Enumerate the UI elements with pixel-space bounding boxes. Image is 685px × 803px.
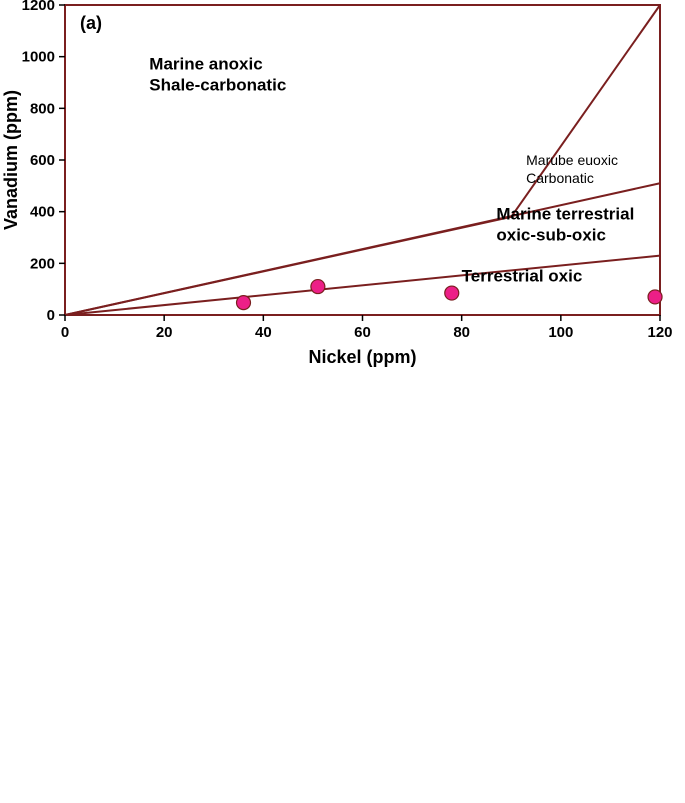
region-label: Shale-carbonatic (149, 76, 286, 95)
data-point (445, 286, 459, 300)
x-tick-label: 40 (255, 324, 272, 341)
panel-label: (a) (80, 13, 102, 33)
y-tick-label: 1000 (22, 49, 55, 66)
x-tick-label: 20 (156, 324, 173, 341)
chart-b-container: 0123450.10.20.30.40.50.60.70.80.91.0Tota… (0, 403, 685, 803)
data-point (648, 290, 662, 304)
region-label: Terrestrial oxic (462, 266, 583, 285)
region-label: oxic-sub-oxic (496, 225, 606, 244)
data-point (237, 296, 251, 310)
data-point (311, 280, 325, 294)
region-label: Marine terrestrial (496, 204, 634, 223)
y-tick-label: 600 (30, 152, 55, 169)
x-tick-label: 100 (548, 324, 573, 341)
y-tick-label: 400 (30, 204, 55, 221)
y-tick-label: 1200 (22, 0, 55, 14)
x-tick-label: 80 (453, 324, 470, 341)
y-tick-label: 0 (47, 307, 55, 324)
y-tick-label: 200 (30, 255, 55, 272)
region-label: Marine anoxic (149, 55, 262, 74)
y-tick-label: 800 (30, 100, 55, 117)
y-axis-label: Vanadium (ppm) (1, 90, 21, 230)
x-tick-label: 120 (647, 324, 672, 341)
x-axis-label: Nickel (ppm) (308, 347, 416, 367)
x-tick-label: 0 (61, 324, 69, 341)
region-label: Carbonatic (526, 170, 594, 186)
x-tick-label: 60 (354, 324, 371, 341)
region-label: Marube euoxic (526, 152, 618, 168)
chart-a-container: 020406080100120020040060080010001200Nick… (0, 0, 685, 400)
